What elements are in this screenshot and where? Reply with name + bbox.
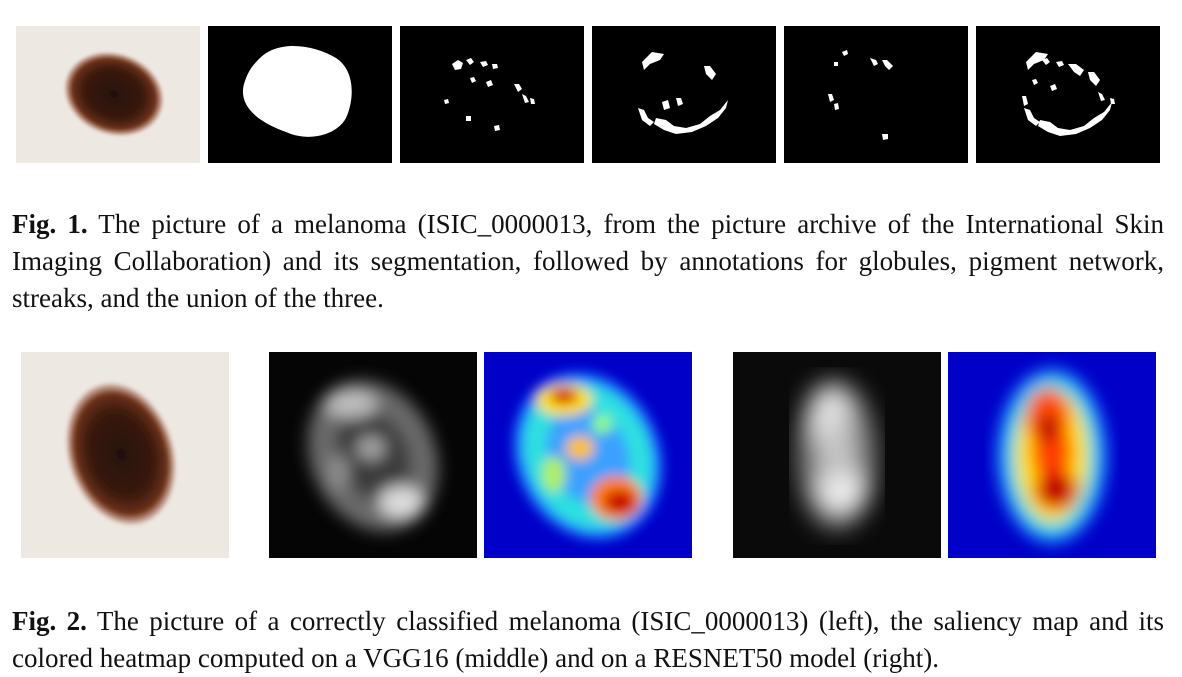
fig2-resnet50-heatmap	[948, 352, 1156, 558]
fig1-union-annotation	[976, 26, 1160, 163]
fig2-lesion-photo	[21, 352, 229, 558]
fig2-vgg16-saliency-map	[269, 352, 477, 558]
figure-1-caption: Fig. 1. The picture of a melanoma (ISIC_…	[12, 206, 1164, 317]
figure-1-label: Fig. 1.	[12, 209, 88, 239]
figure-2-label: Fig. 2.	[12, 606, 87, 636]
fig1-pigment-network-annotation	[592, 26, 776, 163]
fig2-resnet50-saliency-map	[733, 352, 941, 558]
fig1-segmentation-mask	[208, 26, 392, 163]
fig1-lesion-photo	[16, 26, 200, 163]
fig1-globules-annotation	[400, 26, 584, 163]
figure-2-caption-text: The picture of a correctly classified me…	[12, 606, 1164, 673]
fig1-streaks-annotation	[784, 26, 968, 163]
figure-1-caption-text: The picture of a melanoma (ISIC_0000013,…	[12, 209, 1165, 313]
figure-2-caption: Fig. 2. The picture of a correctly class…	[12, 603, 1164, 677]
fig2-vgg16-heatmap	[484, 352, 692, 558]
